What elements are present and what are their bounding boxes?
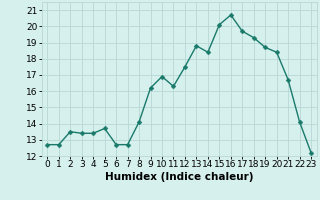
- X-axis label: Humidex (Indice chaleur): Humidex (Indice chaleur): [105, 172, 253, 182]
